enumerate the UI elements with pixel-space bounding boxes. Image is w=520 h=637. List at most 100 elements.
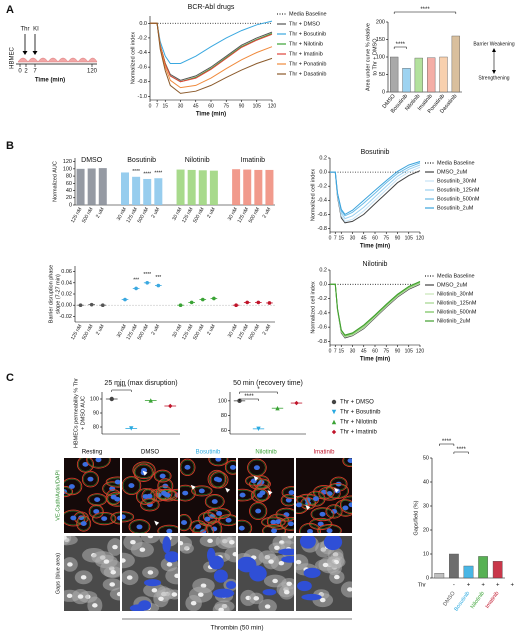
- junction: [133, 462, 155, 478]
- y-tick-label: 80: [221, 413, 227, 419]
- nucleus: [317, 521, 324, 527]
- nucleus: [130, 540, 136, 545]
- bar: [265, 169, 274, 205]
- annotation: ****: [442, 439, 452, 445]
- annotation: ****: [244, 394, 254, 400]
- junction: [343, 458, 352, 466]
- cell: [266, 513, 290, 530]
- column-label: Resting: [82, 450, 102, 456]
- dot: [145, 281, 150, 285]
- legend-label: Media Baseline: [437, 160, 475, 166]
- gap: [299, 536, 316, 549]
- nucleus: [171, 592, 178, 597]
- junction: [83, 472, 98, 487]
- y-tick-label: 100: [90, 396, 99, 402]
- nucleus: [147, 536, 154, 539]
- cell: [64, 477, 83, 496]
- chart-title: 25 min (max disruption): [104, 380, 177, 387]
- legend-label: DMSO_2uM: [437, 282, 468, 288]
- cell: [122, 552, 135, 569]
- y-tick-label: 0.0: [319, 282, 327, 288]
- gap: [144, 579, 162, 587]
- marker: [331, 399, 337, 405]
- nucleus: [92, 603, 98, 608]
- y-axis-label: Gaps/field (%): [413, 500, 419, 535]
- cell: [76, 458, 94, 473]
- bar: [451, 35, 460, 93]
- bar: [254, 169, 263, 205]
- label: HBMEC: [10, 47, 16, 69]
- junction: [141, 499, 159, 511]
- x-axis-label: Time (min): [360, 244, 390, 250]
- x-tick-label: 2 uM: [206, 207, 217, 220]
- column-label: DMSO: [141, 450, 159, 456]
- cell: [208, 458, 229, 467]
- marker: [148, 398, 153, 403]
- nucleus: [198, 488, 205, 494]
- x-axis-label: Time (min): [360, 357, 390, 363]
- nucleus: [161, 490, 168, 496]
- tick-label: 120: [87, 69, 98, 75]
- y-tick-label: 50: [423, 455, 429, 461]
- cell: [133, 463, 154, 482]
- micrograph: [64, 458, 120, 533]
- cell: [219, 536, 236, 548]
- dot: [100, 303, 105, 308]
- nucleus: [68, 484, 75, 489]
- cell: [191, 485, 213, 497]
- marker: [294, 400, 299, 406]
- micrograph: [122, 458, 178, 533]
- nucleus: [239, 492, 246, 498]
- y-axis-label: Barrier disruption phaseslope (7-27 min): [49, 265, 62, 323]
- legend-label: Bosutinib_2uM: [437, 205, 474, 211]
- nucleus: [126, 575, 133, 580]
- marker: [168, 403, 173, 409]
- nucleus: [288, 490, 294, 495]
- y-tick-label: -1.0: [138, 94, 147, 100]
- nucleus: [268, 559, 274, 564]
- junction: [134, 464, 153, 481]
- nucleus: [312, 496, 319, 502]
- dot: [123, 297, 127, 302]
- nucleus: [87, 476, 94, 482]
- nucleus: [80, 521, 87, 526]
- nucleus: [181, 520, 188, 525]
- junction: [64, 510, 85, 526]
- dot: [256, 300, 261, 305]
- junction: [326, 484, 348, 498]
- micrograph: [296, 536, 352, 611]
- bar: [187, 169, 196, 205]
- line-series: [330, 161, 421, 216]
- cell: [296, 495, 310, 514]
- line-series: [330, 280, 421, 336]
- dot: [212, 296, 216, 301]
- line-series: [150, 20, 273, 64]
- bar: [414, 57, 423, 93]
- marker: [129, 426, 134, 431]
- row-label: Gaps (blue area): [55, 553, 61, 594]
- arrowhead: [32, 51, 38, 55]
- marker: [331, 429, 337, 435]
- x-tick-label: 500 nM: [137, 207, 151, 224]
- nucleus: [253, 596, 260, 601]
- x-tick-label: 120: [416, 348, 425, 354]
- gap: [281, 556, 294, 563]
- dot: [200, 297, 205, 302]
- junction: [64, 478, 82, 495]
- nucleus: [225, 517, 232, 523]
- tick-label: 7: [33, 69, 37, 75]
- cell: [218, 514, 236, 527]
- micrograph: [180, 536, 236, 611]
- legend-label: Thr + Bosutinib: [340, 410, 381, 416]
- junction: [64, 487, 72, 496]
- bar: [121, 172, 129, 205]
- cell: [180, 513, 192, 532]
- y-tick-label: 100: [218, 398, 227, 404]
- junction: [296, 497, 308, 513]
- y-tick-label: 80: [93, 424, 99, 430]
- arrowhead: [22, 51, 28, 55]
- cell: [262, 524, 286, 533]
- cell: [105, 476, 120, 488]
- nucleus: [103, 559, 110, 564]
